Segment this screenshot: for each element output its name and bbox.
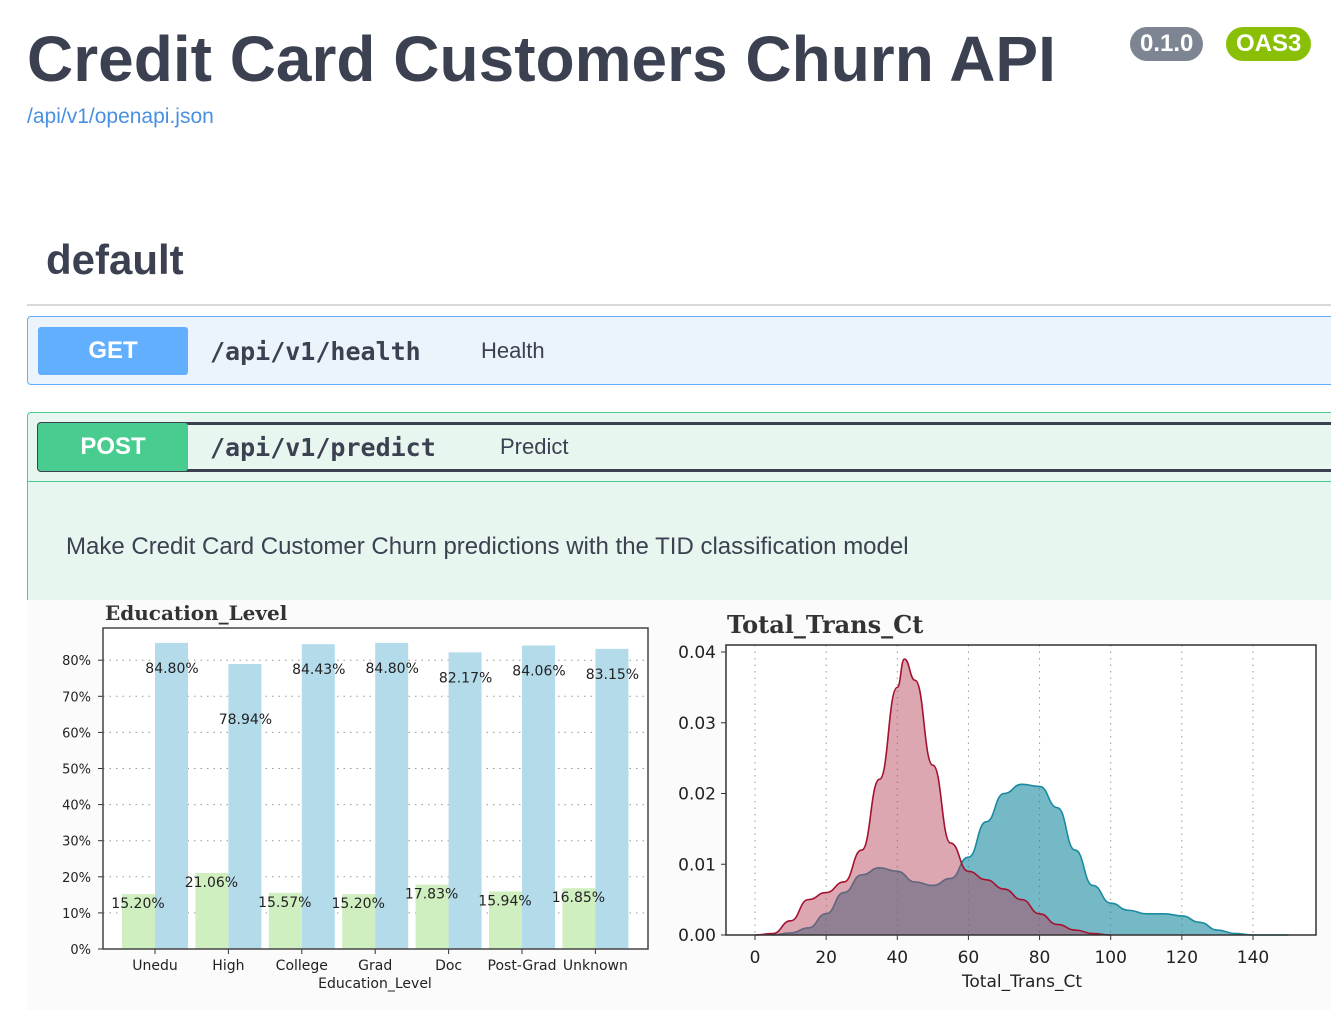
bar-existing	[595, 648, 629, 949]
bar-existing	[155, 642, 188, 949]
y-tick-label: 0.03	[678, 714, 716, 734]
x-tick-label: 120	[1166, 948, 1198, 968]
x-tick-label: 40	[886, 948, 908, 968]
bar-attrited	[122, 894, 155, 949]
bar-existing	[448, 652, 482, 949]
x-tick-label: Doc	[435, 958, 462, 974]
x-axis-label: Education_Level	[318, 976, 432, 992]
x-tick-label: 60	[958, 948, 980, 968]
x-tick-label: 0	[750, 948, 761, 968]
data-label: 84.80%	[366, 661, 419, 677]
kde-area-attrited	[755, 659, 1111, 935]
operation-path: /api/v1/predict	[210, 433, 436, 462]
x-tick-label: 80	[1029, 948, 1051, 968]
y-tick-label: 40%	[62, 799, 91, 814]
data-label: 17.83%	[405, 887, 458, 903]
bar-attrited	[489, 891, 522, 949]
kde-area-existing	[772, 784, 1289, 935]
y-tick-label: 20%	[62, 871, 91, 886]
kde-line-attrited	[754, 658, 1111, 936]
data-label: 84.80%	[145, 661, 198, 677]
x-tick-label: Post-Grad	[488, 958, 557, 974]
bar-existing	[522, 645, 555, 949]
data-label: 82.17%	[439, 670, 492, 686]
bar-attrited	[415, 884, 449, 949]
x-tick-label: Unknown	[563, 958, 628, 974]
data-label: 15.20%	[332, 896, 385, 912]
openapi-json-link[interactable]: /api/v1/openapi.json	[27, 105, 214, 128]
data-label: 16.85%	[552, 890, 605, 906]
x-tick-label: College	[276, 958, 328, 974]
data-label: 15.57%	[258, 895, 311, 911]
charts-svg: Education_Level Education_Level Total_Tr…	[62, 601, 1317, 992]
x-tick-label: Unedu	[132, 958, 178, 974]
y-tick-label: 0.04	[678, 643, 716, 663]
x-tick-label: 100	[1094, 948, 1126, 968]
data-label: 84.06%	[512, 664, 565, 680]
method-badge-get: GET	[38, 327, 188, 375]
operation-get-health[interactable]: GET /api/v1/health Health	[27, 316, 1331, 385]
operation-summary: Predict	[500, 434, 569, 459]
y-tick-label: 70%	[62, 690, 91, 705]
bar-existing	[228, 664, 262, 949]
operation-description: Make Credit Card Customer Churn predicti…	[66, 533, 909, 560]
x-tick-label: 140	[1237, 948, 1269, 968]
bar-existing	[301, 644, 335, 949]
x-tick-label: Grad	[358, 958, 392, 974]
data-label: 84.43%	[292, 662, 345, 678]
bar-attrited	[195, 872, 229, 949]
operation-path: /api/v1/health	[210, 337, 421, 366]
data-label: 78.94%	[219, 712, 272, 728]
y-tick-label: 60%	[62, 726, 91, 741]
bar-attrited	[342, 894, 376, 949]
x-tick-label: 20	[815, 948, 837, 968]
kde-line-existing	[772, 783, 1289, 936]
charts-area: Education_Level Education_Level Total_Tr…	[27, 600, 1331, 1010]
y-tick-label: 30%	[62, 835, 91, 850]
plot-frame	[102, 627, 649, 950]
version-badge: 0.1.0	[1130, 27, 1204, 61]
divider	[28, 481, 1331, 482]
oas-badge: OAS3	[1226, 27, 1312, 61]
x-tick-label: High	[212, 958, 244, 974]
y-tick-label: 10%	[62, 907, 91, 922]
plot-frame	[725, 644, 1317, 936]
y-tick-label: 50%	[62, 763, 91, 778]
bar-attrited	[268, 892, 302, 949]
y-tick-label: 0.00	[678, 926, 716, 946]
operation-post-predict: POST /api/v1/predict Predict	[27, 412, 1331, 612]
bar-attrited	[562, 888, 596, 949]
y-tick-label: 0.02	[678, 785, 716, 805]
data-label: 83.15%	[586, 667, 639, 683]
method-badge-post: POST	[38, 423, 188, 471]
chart-title: Total_Trans_Ct	[727, 610, 923, 639]
tag-default[interactable]: default	[46, 236, 184, 283]
data-label: 21.06%	[185, 875, 238, 891]
x-axis-label: Total_Trans_Ct	[961, 972, 1082, 992]
divider	[27, 304, 1331, 306]
api-title: Credit Card Customers Churn API	[27, 23, 1056, 95]
data-label: 15.94%	[478, 893, 531, 909]
operation-summary: Health	[481, 338, 545, 363]
data-label: 15.20%	[111, 896, 164, 912]
y-tick-label: 0.01	[678, 855, 716, 875]
bar-existing	[375, 642, 409, 949]
y-tick-label: 0%	[70, 943, 91, 958]
chart-title: Education_Level	[105, 601, 288, 625]
y-tick-label: 80%	[62, 654, 91, 669]
